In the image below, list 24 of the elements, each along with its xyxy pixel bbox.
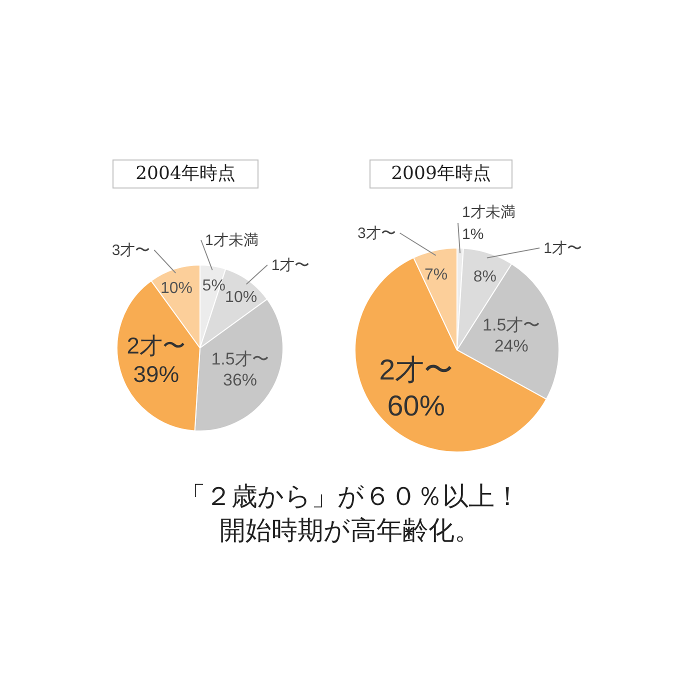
data-label: 36% [222,370,258,390]
slice-label: 1才未満 [205,232,258,249]
slice-label: 2才〜 [126,332,186,359]
text: 「２歳から」が６０％以上！ [180,482,520,512]
slice-label: 2才〜 [379,354,454,387]
slice-label: 3才〜 [112,242,150,259]
slice-label: 1.5才〜 [482,316,540,335]
slice-label: 3才〜 [357,225,396,242]
slice-label: 1.5才〜 [211,349,269,368]
chart-title: 2009年時点 [391,163,491,184]
slice-label: 1才〜 [271,257,310,274]
data-label: 7% [424,266,448,284]
slice-label: 1才〜 [544,240,582,257]
chart-title: 2004年時点 [136,163,236,184]
data-label: 5% [202,278,226,295]
data-label: 60% [387,390,445,422]
text: 開始時期が高年齢化。 [220,516,480,546]
data-label: 1% [462,226,484,243]
data-label: 24% [494,336,528,356]
data-label: 10% [160,280,193,298]
data-label: 39% [133,360,180,387]
slice-label: 1才未満 [462,204,516,221]
data-label: 8% [473,268,497,286]
data-label: 10% [225,288,258,306]
